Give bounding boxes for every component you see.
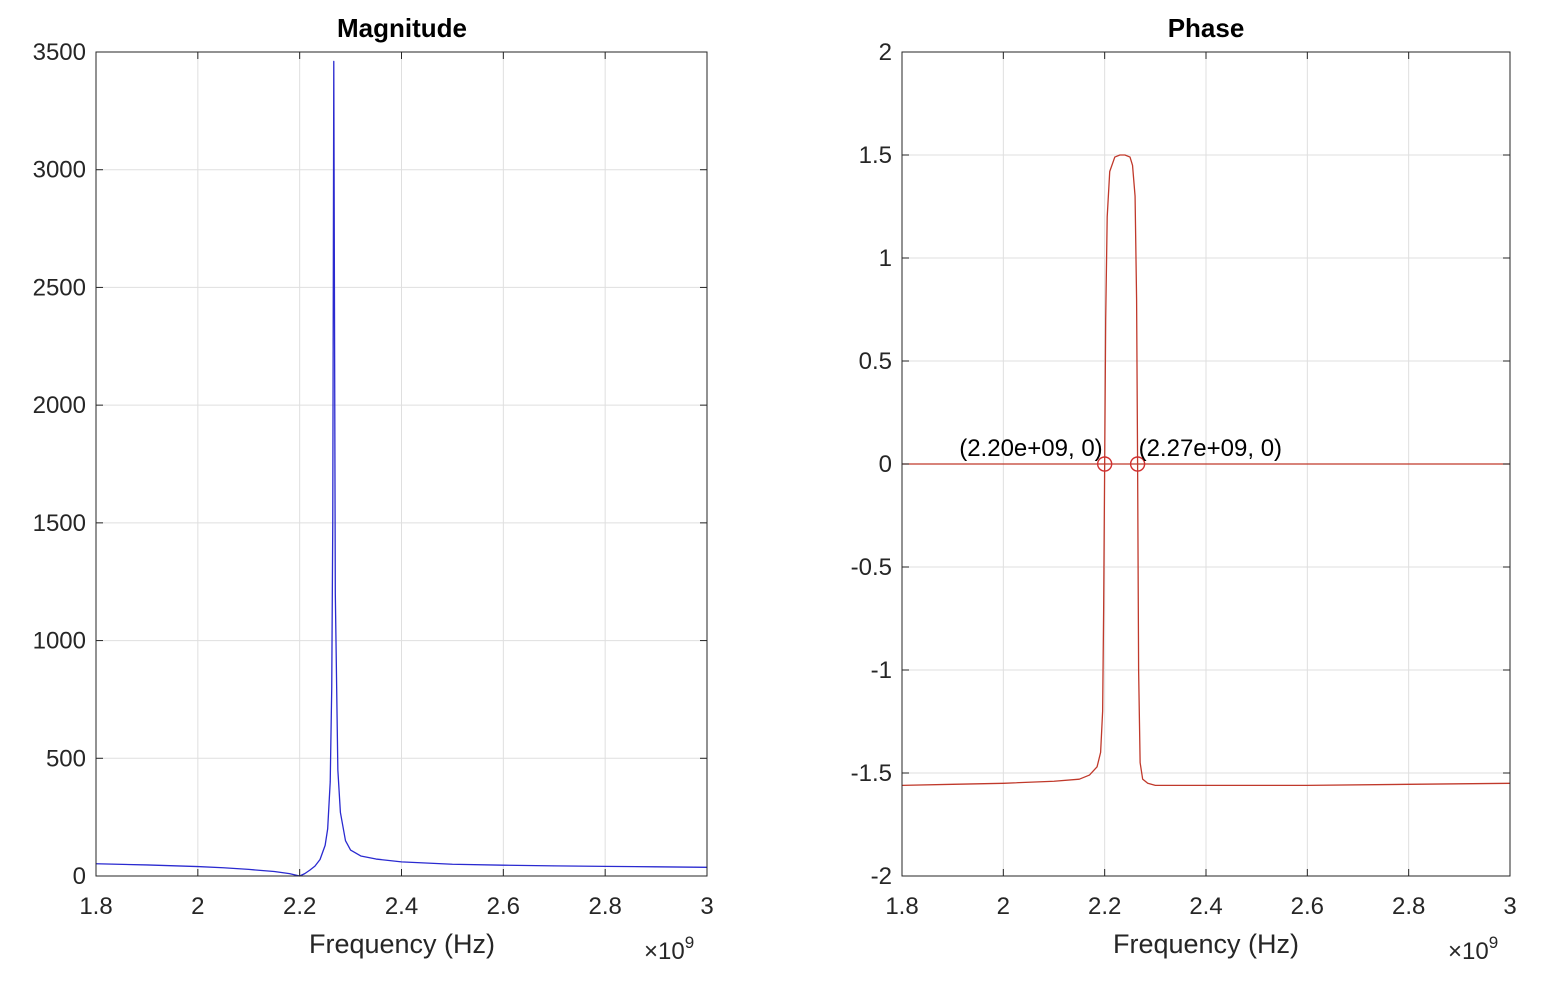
phase-ytick-label: 0 — [879, 451, 892, 478]
magnitude-grid — [96, 52, 707, 876]
phase-ytick-label: 1.5 — [859, 142, 892, 169]
phase-title: Phase — [1168, 13, 1245, 43]
magnitude-axes: Magnitude Frequency (Hz) ×109 1.8 2 2.2 2.4… — [33, 13, 714, 965]
phase-ytick-label: -2 — [871, 863, 892, 890]
magnitude-x-exponent: ×109 — [644, 933, 694, 965]
magnitude-ytick-label: 2000 — [33, 392, 86, 419]
phase-ytick-label: 0.5 — [859, 348, 892, 375]
magnitude-xlabel: Frequency (Hz) — [309, 929, 495, 959]
phase-xtick-label: 2 — [997, 893, 1010, 920]
magnitude-xtick-label: 2.6 — [487, 893, 520, 920]
magnitude-ytick-label: 0 — [73, 863, 86, 890]
magnitude-ytick-label: 2500 — [33, 274, 86, 301]
phase-xtick-label: 2.6 — [1291, 893, 1324, 920]
magnitude-xtick-label: 2.4 — [385, 893, 418, 920]
phase-xtick-label: 1.8 — [885, 893, 918, 920]
phase-series-line-0 — [901, 154, 1511, 787]
phase-ytick-label: 1 — [879, 245, 892, 272]
phase-xtick-label: 2.2 — [1088, 893, 1121, 920]
magnitude-xtick-label: 2 — [191, 893, 204, 920]
phase-axes: Phase Frequency (Hz) ×109 (2.20e+09, 0) (… — [851, 13, 1517, 965]
magnitude-ytick-label: 1500 — [33, 510, 86, 537]
magnitude-xtick-label: 2.2 — [283, 893, 316, 920]
phase-marker — [1129, 456, 1146, 472]
phase-xtick-label: 2.8 — [1392, 893, 1425, 920]
phase-marker-label: (2.20e+09, 0) — [959, 435, 1102, 462]
magnitude-ytick-label: 1000 — [33, 628, 86, 655]
phase-ytick-label: -1.5 — [851, 760, 892, 787]
phase-ytick-label: -1 — [871, 657, 892, 684]
phase-marker — [1096, 456, 1113, 472]
magnitude-ytick-label: 3000 — [33, 157, 86, 184]
phase-xlabel: Frequency (Hz) — [1113, 929, 1299, 959]
phase-x-exponent: ×109 — [1448, 933, 1498, 965]
phase-ytick-label: 2 — [879, 39, 892, 66]
magnitude-xtick-label: 3 — [700, 893, 713, 920]
phase-xtick-label: 3 — [1503, 893, 1516, 920]
phase-marker-label: (2.27e+09, 0) — [1139, 435, 1282, 462]
magnitude-ytick-label: 500 — [46, 745, 86, 772]
magnitude-xtick-label: 1.8 — [79, 893, 112, 920]
phase-ytick-label: -0.5 — [851, 554, 892, 581]
magnitude-ytick-label: 3500 — [33, 39, 86, 66]
phase-xtick-label: 2.4 — [1189, 893, 1222, 920]
magnitude-title: Magnitude — [337, 13, 467, 43]
magnitude-series-line-0 — [95, 60, 708, 877]
magnitude-xtick-label: 2.8 — [588, 893, 621, 920]
